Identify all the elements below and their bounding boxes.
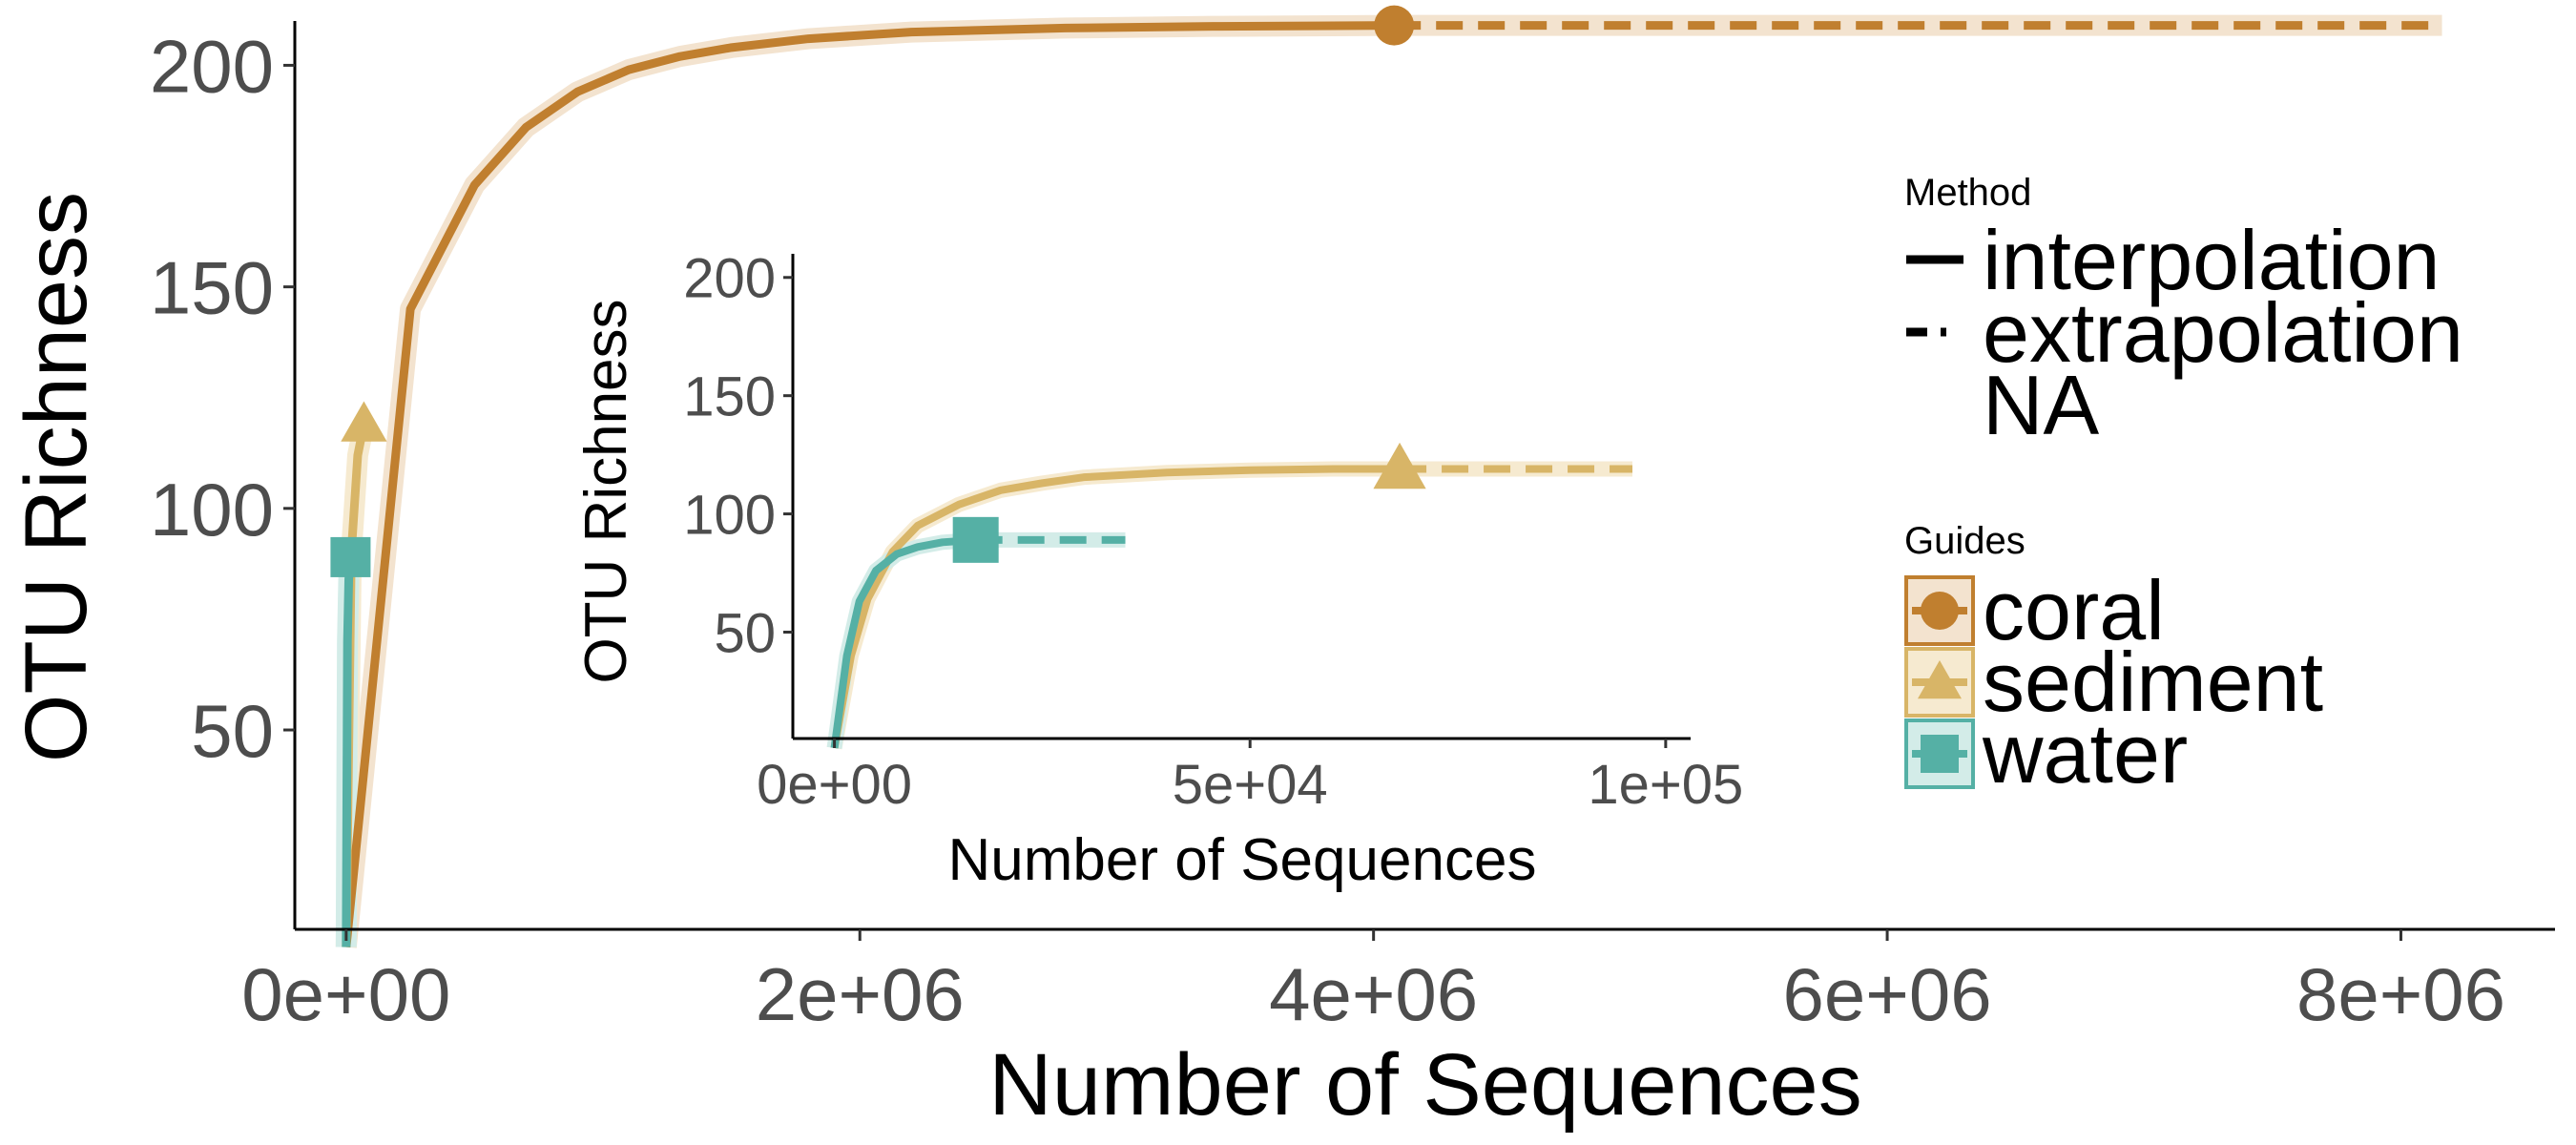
main-x-ticks: 0e+00 2e+06 4e+06 6e+06 8e+06 <box>241 929 2505 1036</box>
main-observed-markers <box>330 5 1415 577</box>
legend-label-na: NA <box>1983 358 2100 452</box>
legend-label-interpolation: interpolation <box>1983 213 2440 307</box>
x-tick-label: 2e+06 <box>756 952 965 1036</box>
x-tick-label: 5e+04 <box>1173 754 1328 816</box>
inset-x-axis-title: Number of Sequences <box>948 827 1537 893</box>
water-interpolation-line <box>830 535 976 749</box>
coral-observed-marker <box>1374 5 1415 46</box>
legend-label-sediment: sediment <box>1983 635 2323 729</box>
sediment-observed-marker <box>341 401 387 442</box>
sediment-observed-marker <box>1373 442 1426 489</box>
water-observed-marker <box>952 516 999 563</box>
inset-y-ticks: 50 100 150 200 <box>683 248 793 664</box>
legend-label-extrapolation: extrapolation <box>1983 285 2463 380</box>
legend-label-coral: coral <box>1983 563 2165 657</box>
main-x-axis-title: Number of Sequences <box>988 1036 1861 1134</box>
legend-label-water: water <box>1982 706 2188 801</box>
legend-guides-title: Guides <box>1904 520 2025 562</box>
coral-interpolation-line <box>342 21 1395 948</box>
legend-method-title: Method <box>1904 172 2031 214</box>
water-observed-marker <box>330 536 371 577</box>
legend-guides-keys <box>1904 575 1975 789</box>
legend-key-sediment-marker <box>1918 660 1962 699</box>
water-interpolation-line <box>342 556 355 947</box>
inset-plot: 0e+00 5e+04 1e+05 50 100 150 200 Number of Se… <box>572 229 1813 926</box>
y-tick-label: 200 <box>150 25 274 109</box>
main-plot: 0e+00 2e+06 4e+06 6e+06 8e+06 50 100 150 200 Nu… <box>8 5 2555 1134</box>
inset-y-axis-title: OTU Richness <box>573 299 639 683</box>
legend-key-coral-marker <box>1921 592 1959 630</box>
y-tick-label: 150 <box>683 366 776 428</box>
main-y-axis-title: OTU Richness <box>8 192 105 762</box>
main-y-ticks: 50 100 150 200 <box>150 25 295 773</box>
x-tick-label: 0e+00 <box>241 952 450 1036</box>
y-tick-label: 150 <box>150 246 274 330</box>
y-tick-label: 200 <box>683 248 776 310</box>
y-tick-label: 100 <box>683 484 776 546</box>
legend: Method interpolation extrapolation NA Gu… <box>1904 172 2463 801</box>
sediment-interpolation-line <box>830 465 1401 749</box>
x-tick-label: 6e+06 <box>1783 952 1992 1036</box>
inset-background <box>572 229 1813 926</box>
x-tick-label: 0e+00 <box>757 754 912 816</box>
inset-series-lines <box>830 465 1633 749</box>
legend-key-water-marker <box>1921 735 1959 773</box>
inset-x-ticks: 0e+00 5e+04 1e+05 <box>757 739 1743 816</box>
x-tick-label: 1e+05 <box>1588 754 1743 816</box>
y-tick-label: 100 <box>150 468 274 552</box>
x-tick-label: 4e+06 <box>1269 952 1478 1036</box>
x-tick-label: 8e+06 <box>2296 952 2505 1036</box>
y-tick-label: 50 <box>191 689 274 773</box>
inset-observed-markers <box>952 442 1426 563</box>
y-tick-label: 50 <box>714 602 776 664</box>
